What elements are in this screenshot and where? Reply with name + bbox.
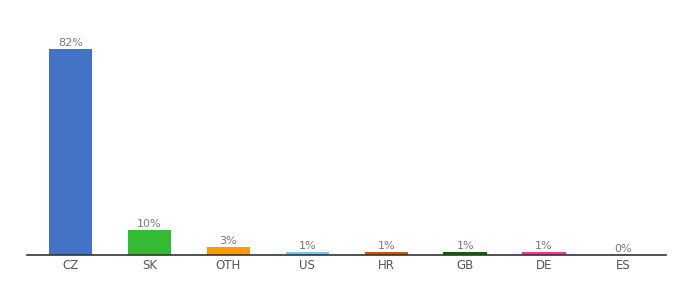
Bar	[364, 253, 408, 255]
Bar	[443, 253, 487, 255]
Text: 1%: 1%	[456, 241, 474, 251]
Bar	[49, 49, 92, 255]
Bar	[128, 230, 171, 255]
Text: 1%: 1%	[299, 241, 316, 251]
Bar	[522, 253, 566, 255]
Text: 3%: 3%	[220, 236, 237, 246]
Text: 0%: 0%	[614, 244, 632, 254]
Text: 10%: 10%	[137, 219, 162, 229]
Text: 82%: 82%	[58, 38, 83, 48]
Text: 1%: 1%	[377, 241, 395, 251]
Text: 1%: 1%	[535, 241, 553, 251]
Bar	[286, 253, 329, 255]
Bar	[207, 248, 250, 255]
